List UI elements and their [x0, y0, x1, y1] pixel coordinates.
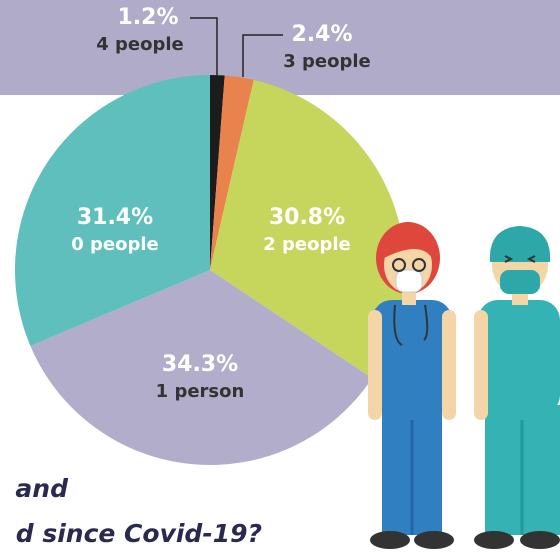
pie-slice: [210, 75, 254, 270]
doctor-illustration: [474, 226, 560, 549]
pie-slice: [210, 75, 225, 270]
pie: [14, 75, 405, 466]
caption: d since Covid-19?: [16, 519, 262, 548]
category-label: 3 people: [283, 51, 371, 72]
category-label: 0 people: [71, 234, 159, 255]
leader-line: [190, 17, 218, 75]
value-label: 2.4%: [291, 22, 352, 47]
category-label: 4 people: [96, 34, 184, 55]
category-label: 1 person: [156, 381, 245, 402]
header-band: [0, 0, 560, 95]
value-label: 30.8%: [269, 205, 345, 230]
nurse-illustration: [368, 222, 456, 549]
pie-slice: [14, 75, 210, 346]
category-label: 2 people: [263, 234, 351, 255]
caption: and: [15, 474, 69, 503]
pie-slice: [210, 79, 405, 379]
value-label: 1.2%: [117, 5, 178, 30]
leader-line: [242, 34, 283, 77]
labels: 1.2% 4 people 2.4% 3 people 30.8% 2 people 34.…: [71, 5, 371, 402]
value-label: 34.3%: [162, 352, 238, 377]
pie-slice: [30, 270, 373, 466]
value-label: 31.4%: [77, 205, 153, 230]
